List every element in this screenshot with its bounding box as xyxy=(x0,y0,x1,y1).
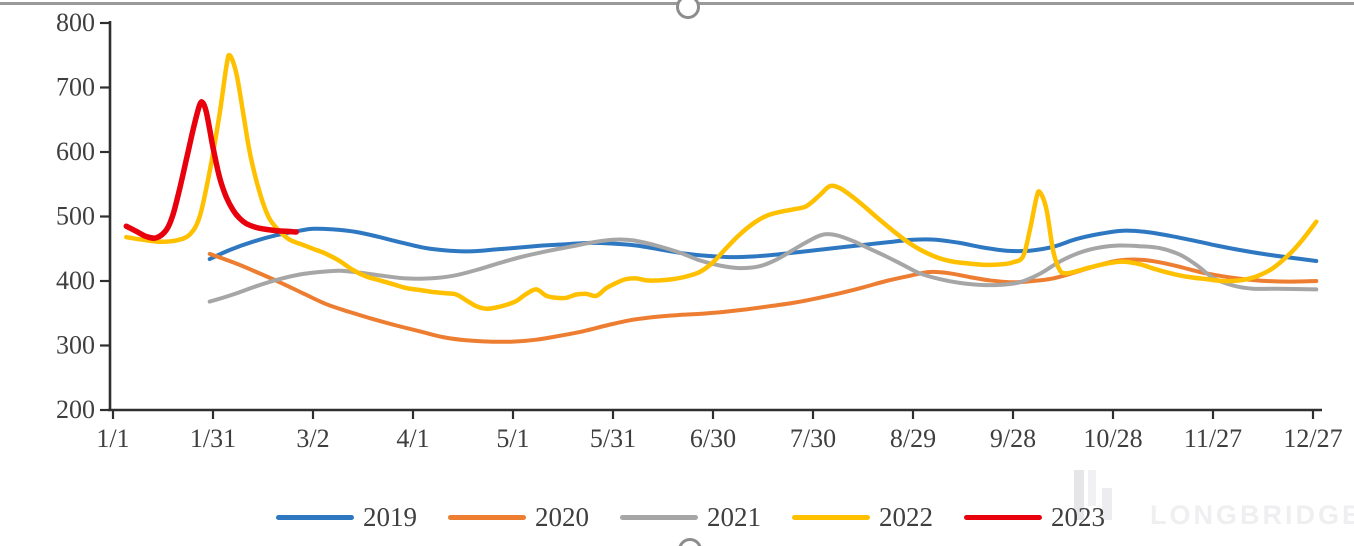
series-line-2019 xyxy=(207,226,1319,263)
x-axis-label-3-2: 3/2 xyxy=(296,424,329,453)
x-axis-label-9-28: 9/28 xyxy=(990,424,1036,453)
legend-item-2021: 2021 xyxy=(620,504,761,531)
y-axis-label-800: 800 xyxy=(56,8,95,37)
series-line-2021 xyxy=(207,232,1319,304)
x-axis-label-6-30: 6/30 xyxy=(690,424,736,453)
x-axis-label-10-28: 10/28 xyxy=(1083,424,1142,453)
x-axis-label-11-27: 11/27 xyxy=(1184,424,1242,453)
legend-item-2019: 2019 xyxy=(276,504,417,531)
x-axis-labels: 1/1 1/31 3/2 4/1 5/1 5/31 6/30 7/30 8/29 9/28 10/2… xyxy=(96,424,1342,453)
legend-swatch-2019 xyxy=(276,515,354,520)
watermark-text: LONGBRIDGE xyxy=(1150,500,1354,530)
series-line-2022 xyxy=(124,52,1319,312)
chart-legend: 2019 2020 2021 2022 2023 xyxy=(276,504,1136,531)
y-axis-label-200: 200 xyxy=(56,395,95,424)
legend-item-2022: 2022 xyxy=(792,504,933,531)
legend-label-2022: 2022 xyxy=(879,502,933,532)
legend-item-2020: 2020 xyxy=(448,504,589,531)
legend-label-2023: 2023 xyxy=(1051,502,1105,532)
series-line-2020 xyxy=(207,251,1319,344)
legend-item-2023: 2023 xyxy=(964,504,1105,531)
x-axis-label-1-31: 1/31 xyxy=(190,424,236,453)
x-axis-label-8-29: 8/29 xyxy=(890,424,936,453)
x-axis-label-1-1: 1/1 xyxy=(96,424,129,453)
series-line-2023 xyxy=(123,99,300,241)
legend-swatch-2022 xyxy=(792,515,870,520)
legend-label-2019: 2019 xyxy=(363,502,417,532)
x-axis-label-12-27: 12/27 xyxy=(1283,424,1342,453)
x-axis-label-7-30: 7/30 xyxy=(790,424,836,453)
x-axis-label-4-1: 4/1 xyxy=(396,424,429,453)
series-lines xyxy=(123,52,1319,344)
y-axis-label-400: 400 xyxy=(56,266,95,295)
legend-label-2021: 2021 xyxy=(707,502,761,532)
y-axis-label-600: 600 xyxy=(56,137,95,166)
legend-label-2020: 2020 xyxy=(535,502,589,532)
y-axis-label-500: 500 xyxy=(56,202,95,231)
y-axis-labels: 200 300 400 500 600 700 800 xyxy=(56,8,95,424)
legend-swatch-2023 xyxy=(964,515,1042,520)
y-axis-label-700: 700 xyxy=(56,73,95,102)
x-axis-label-5-1: 5/1 xyxy=(496,424,529,453)
legend-swatch-2021 xyxy=(620,515,698,520)
crop-handle-top[interactable] xyxy=(676,0,700,19)
axes xyxy=(100,21,1322,419)
x-axis-label-5-31: 5/31 xyxy=(590,424,636,453)
legend-swatch-2020 xyxy=(448,515,526,520)
y-axis-label-300: 300 xyxy=(56,331,95,360)
